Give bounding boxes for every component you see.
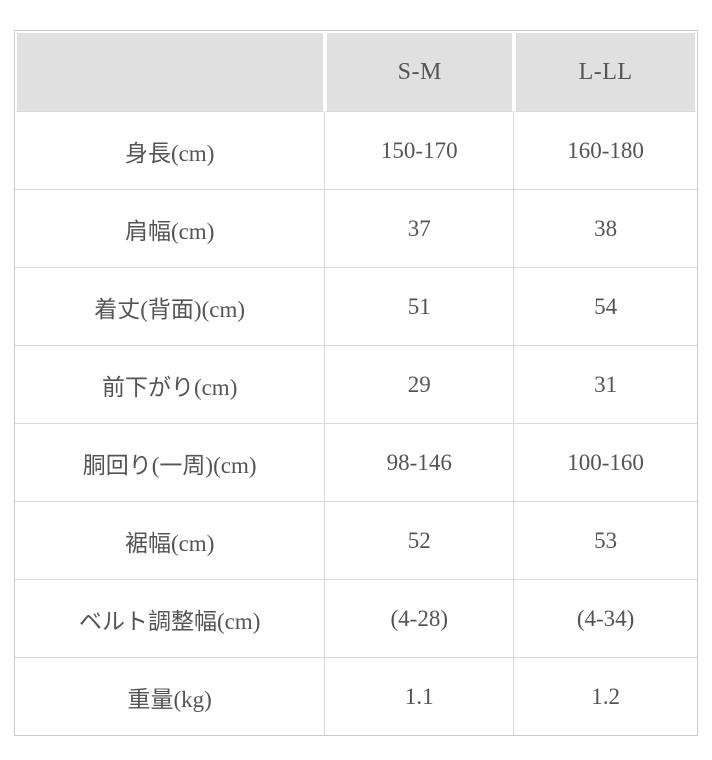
table-row: 裾幅(cm) 52 53 [15, 502, 697, 580]
cell-value-sm: 37 [325, 190, 515, 268]
row-label: 肩幅(cm) [15, 190, 326, 268]
cell-value-sm: 52 [325, 502, 515, 580]
cell-value-lll: (4-34) [514, 580, 697, 658]
row-label: 重量(kg) [15, 658, 326, 735]
table-row: 着丈(背面)(cm) 51 54 [15, 268, 697, 346]
cell-value-lll: 1.2 [514, 658, 697, 735]
cell-value-lll: 31 [514, 346, 697, 424]
table-row: 肩幅(cm) 37 38 [15, 190, 697, 268]
size-chart-table: S-M L-LL 身長(cm) 150-170 160-180 肩幅(cm) 3… [14, 30, 698, 736]
column-header-blank [15, 31, 326, 112]
row-label: 胴回り(一周)(cm) [15, 424, 326, 502]
cell-value-sm: 150-170 [325, 112, 515, 190]
row-label: 着丈(背面)(cm) [15, 268, 326, 346]
cell-value-lll: 160-180 [514, 112, 697, 190]
table-row: 前下がり(cm) 29 31 [15, 346, 697, 424]
cell-value-sm: 29 [325, 346, 515, 424]
cell-value-sm: 98-146 [325, 424, 515, 502]
table-header-row: S-M L-LL [15, 31, 697, 112]
cell-value-lll: 53 [514, 502, 697, 580]
table-row: 重量(kg) 1.1 1.2 [15, 658, 697, 735]
table-row: ベルト調整幅(cm) (4-28) (4-34) [15, 580, 697, 658]
cell-value-lll: 100-160 [514, 424, 697, 502]
cell-value-sm: 51 [325, 268, 515, 346]
row-label: 前下がり(cm) [15, 346, 326, 424]
column-header-sm: S-M [325, 31, 515, 112]
table-row: 胴回り(一周)(cm) 98-146 100-160 [15, 424, 697, 502]
column-header-lll: L-LL [514, 31, 697, 112]
cell-value-sm: (4-28) [325, 580, 515, 658]
row-label: 裾幅(cm) [15, 502, 326, 580]
row-label: 身長(cm) [15, 112, 326, 190]
cell-value-lll: 38 [514, 190, 697, 268]
table-row: 身長(cm) 150-170 160-180 [15, 112, 697, 190]
row-label: ベルト調整幅(cm) [15, 580, 326, 658]
cell-value-lll: 54 [514, 268, 697, 346]
cell-value-sm: 1.1 [325, 658, 515, 735]
